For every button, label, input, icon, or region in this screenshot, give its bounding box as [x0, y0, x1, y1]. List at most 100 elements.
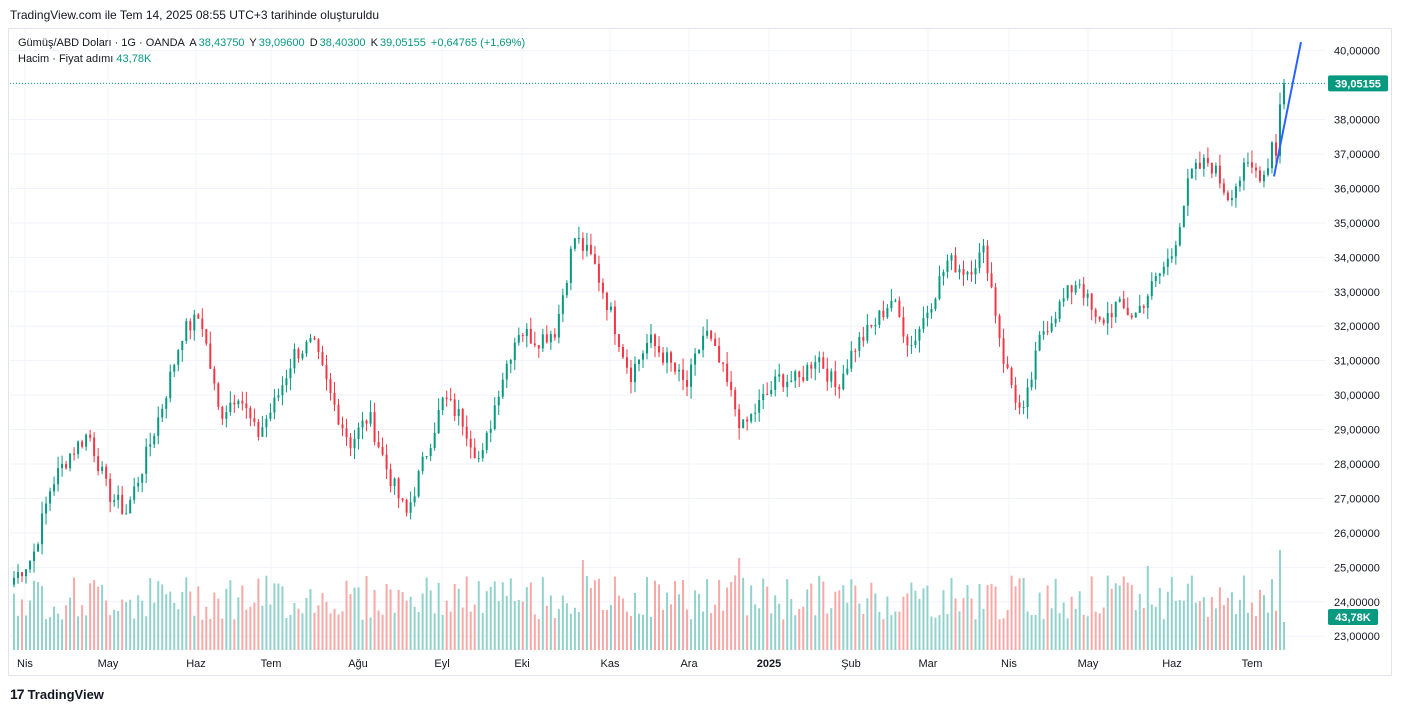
volume-bar [605, 609, 608, 650]
volume-bar [1202, 597, 1205, 650]
volume-bar [1110, 588, 1113, 650]
candle-body [305, 341, 308, 354]
x-tick-label: Şub [841, 658, 861, 670]
volume-bar [958, 611, 961, 650]
volume-bar [870, 582, 873, 650]
candle-body [513, 342, 516, 361]
candle-body [473, 447, 476, 459]
candle-body [481, 449, 484, 459]
volume-bar [433, 613, 436, 650]
volume-bar [794, 615, 797, 650]
volume-bar [1014, 586, 1017, 650]
candle-body [922, 318, 925, 329]
ohlc-row: Gümüş/ABD Doları · 1G · OANDA A 38,43750 … [18, 35, 527, 51]
candle-body [389, 469, 392, 487]
candle-body [862, 336, 865, 341]
volume-bar [690, 619, 693, 650]
candle-body [293, 349, 296, 369]
volume-bar [1198, 601, 1201, 650]
volume-bar [509, 578, 512, 650]
y-tick-label: 35,00000 [1334, 218, 1380, 230]
volume-bar [341, 611, 344, 650]
candle-body [213, 368, 216, 384]
candle-body [1034, 350, 1037, 380]
volume-bar [962, 598, 965, 650]
candle-body [698, 349, 701, 354]
brand-name: TradingView [27, 686, 104, 702]
candle-body [1230, 198, 1233, 201]
candle-body [601, 282, 604, 293]
volume-bar [1086, 616, 1089, 650]
volume-bar [1254, 616, 1257, 650]
volume-bar [786, 579, 789, 650]
close-label: K [370, 37, 378, 49]
x-tick-label: Eki [514, 658, 529, 670]
candle-body [153, 435, 156, 445]
volume-bar [353, 587, 356, 650]
candle-body [385, 454, 388, 470]
candle-body [1242, 162, 1245, 181]
candle-body [361, 420, 364, 428]
volume-bar [1082, 614, 1085, 650]
candle-body [1190, 168, 1193, 179]
volume-bar [1098, 613, 1101, 650]
y-tick-label: 40,00000 [1334, 46, 1380, 58]
volume-bar [666, 592, 669, 650]
volume-bar [1274, 610, 1277, 650]
candle-body [850, 350, 853, 369]
volume-bar [726, 587, 729, 650]
candle-body [1266, 168, 1269, 175]
volume-bar [45, 619, 48, 650]
candle-body [938, 276, 941, 299]
volume-bar [1010, 575, 1013, 650]
volume-bar [1066, 618, 1069, 650]
candle-body [662, 352, 665, 363]
volume-bar [529, 582, 532, 650]
candle-body [577, 238, 580, 240]
candle-body [249, 408, 252, 419]
candle-body [1018, 402, 1021, 408]
x-tick-label: Tem [1242, 658, 1263, 670]
candle-body [77, 441, 80, 455]
volume-bar [1182, 600, 1185, 650]
x-tick-label: Nis [1001, 658, 1017, 670]
y-tick-label: 28,00000 [1334, 459, 1380, 471]
tradingview-brand[interactable]: 17 TradingView [10, 686, 104, 702]
candle-body [93, 437, 96, 457]
volume-bar [650, 616, 653, 650]
candle-body [942, 272, 945, 277]
volume-bar [1006, 610, 1009, 650]
candle-body [197, 314, 200, 319]
volume-bar [1062, 602, 1065, 650]
high-label: Y [249, 37, 257, 49]
candle-body [621, 346, 624, 358]
candle-body [902, 316, 905, 337]
volume-bar [293, 602, 296, 650]
x-tick-label: 2025 [757, 658, 781, 670]
candle-body [465, 426, 468, 439]
volume-bar [1134, 609, 1137, 650]
symbol-label[interactable]: Gümüş/ABD Doları · 1G · OANDA [18, 37, 185, 49]
candle-body [517, 335, 520, 343]
candle-body [894, 300, 897, 302]
volume-bar [217, 598, 220, 650]
volume-bar [121, 599, 124, 650]
volume-bar [1166, 591, 1169, 650]
volume-bar [1138, 593, 1141, 650]
candle-body [726, 363, 729, 382]
candle-body [1050, 323, 1053, 332]
candle-body [605, 292, 608, 310]
candle-body [453, 399, 456, 416]
candle-body [1022, 407, 1025, 409]
volume-label[interactable]: Hacim · Fiyat adımı [18, 53, 114, 65]
volume-bar [678, 594, 681, 650]
candle-body [109, 478, 112, 502]
volume-bar [73, 577, 76, 650]
candle-body [1126, 307, 1129, 316]
volume-bar [165, 594, 168, 650]
candle-body [633, 363, 636, 383]
volume-bar [1246, 612, 1249, 650]
candle-body [1122, 298, 1125, 308]
candle-body [205, 329, 208, 344]
